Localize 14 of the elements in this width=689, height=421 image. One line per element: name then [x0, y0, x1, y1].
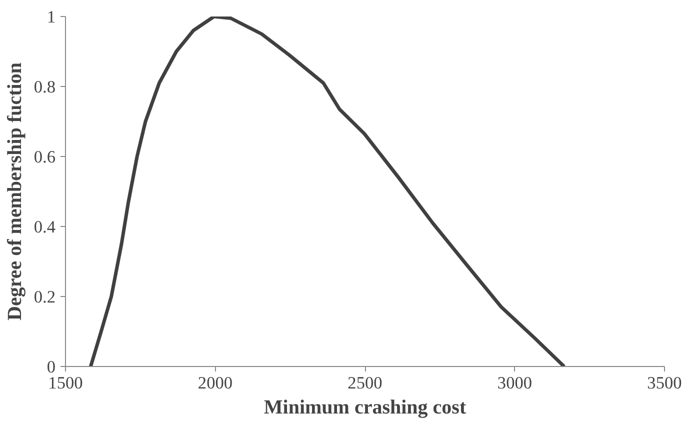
x-tick-label: 2000	[198, 374, 233, 392]
y-tick-label: 0.6	[34, 148, 56, 166]
x-axis-title: Minimum crashing cost	[264, 396, 466, 418]
line-series	[88, 16, 566, 366]
y-tick-label: 1	[46, 8, 56, 26]
y-axis-title: Degree of membership fuction	[4, 62, 26, 320]
x-tick-label: 3500	[647, 374, 682, 392]
x-tick-label: 2500	[348, 374, 382, 392]
y-tick-label: 0.8	[34, 78, 56, 96]
y-tick-label: 0.4	[34, 218, 56, 236]
y-tick-label: 0.2	[34, 288, 56, 306]
y-tick-label: 0	[46, 358, 56, 376]
x-tick-label: 1500	[48, 374, 83, 392]
x-tick-label: 3000	[497, 374, 532, 392]
